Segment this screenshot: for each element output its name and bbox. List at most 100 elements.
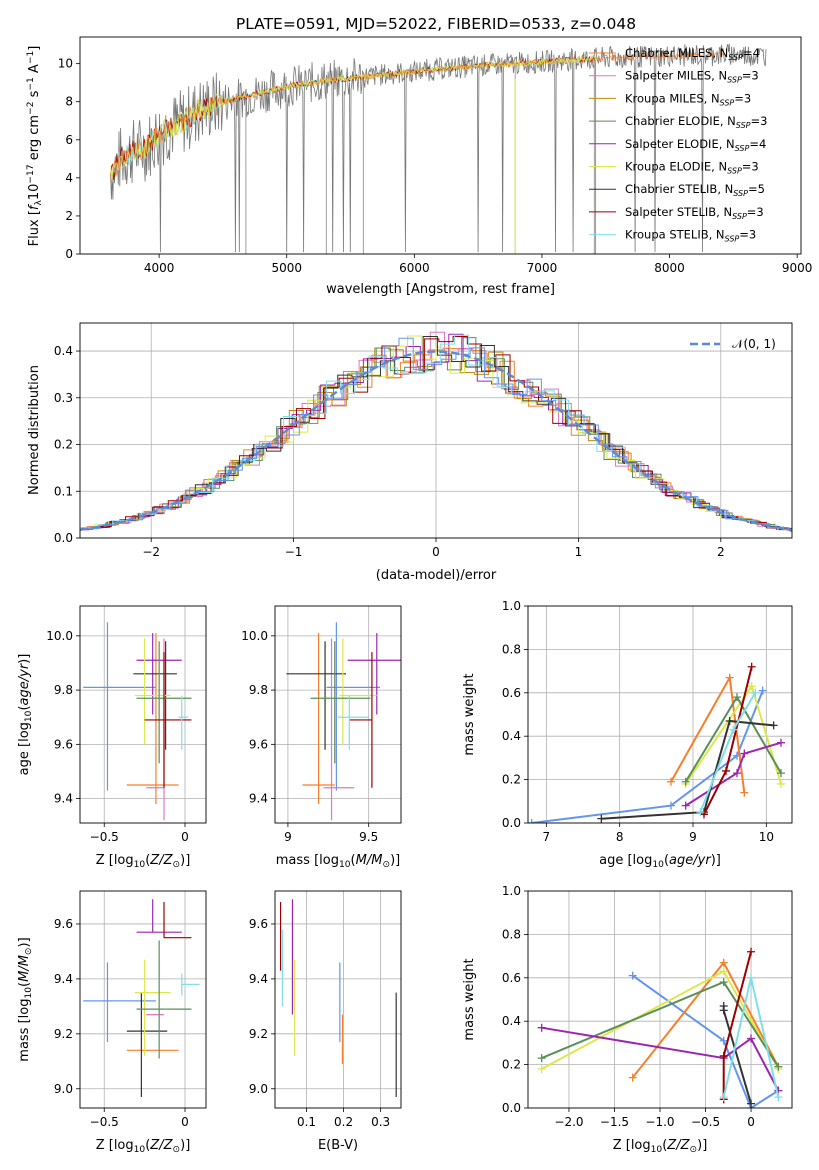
y-tick-label: 9.4 [54, 972, 73, 986]
y-tick-label: 0.6 [502, 971, 521, 985]
x-tick-label: 7000 [527, 261, 558, 275]
x-tick-label: −0.5 [90, 830, 119, 844]
axes-spectrum: 4000 5000 6000 7000 8000 9000 0 2 4 6 8 10 Chabrier … [26, 36, 812, 297]
x-tick-label: 2 [717, 545, 725, 559]
data-point-marker [740, 749, 749, 758]
y-tick-label: 9.6 [249, 917, 268, 931]
y-tick-label: 0.6 [502, 686, 521, 700]
x-tick-label: −0.5 [691, 1115, 720, 1129]
data-point-marker [719, 958, 728, 967]
legend-label: Chabrier MILES, NSSP=4 [625, 46, 760, 62]
y-tick-label: 10.0 [241, 629, 268, 643]
x-tick-label: 9 [689, 830, 697, 844]
data-point-marker [733, 693, 741, 702]
data-point-marker [747, 1099, 756, 1108]
y-tick-label: 9.8 [54, 683, 73, 697]
data-point-marker [774, 1093, 783, 1102]
x-tick-label: 0.2 [334, 1115, 353, 1129]
x-tick-label: −2 [142, 545, 160, 559]
data-point-marker [528, 819, 536, 823]
data-point-marker [777, 779, 785, 788]
y-tick-label: 9.4 [54, 792, 73, 806]
data-point-marker [769, 721, 778, 730]
axes-frame [79, 36, 802, 255]
axes-age_vs_mass: 9 9.5 9.4 9.6 9.8 10.0 mass [log10(M/M⊙)] [241, 605, 402, 870]
y-axis-label: mass weight [462, 673, 477, 755]
axes-mass_vs_ebv: 0.1 0.2 0.3 9.0 9.2 9.4 9.6 E(B-V) [249, 890, 402, 1153]
data-point-marker [628, 971, 637, 980]
x-axis-label: age [log10(age/yr)] [599, 853, 721, 870]
plot-spectrum [110, 43, 767, 254]
model-line [110, 55, 596, 180]
data-point-marker [719, 978, 728, 987]
y-tick-label: 1.0 [502, 599, 521, 613]
figure-title: PLATE=0591, MJD=52022, FIBERID=0533, z=0… [236, 15, 636, 33]
x-tick-label: −1.0 [645, 1115, 674, 1129]
data-point-marker [537, 1064, 546, 1073]
x-tick-label: −0.5 [90, 1115, 119, 1129]
y-tick-label: 10.0 [46, 629, 73, 643]
x-tick-label: −1.5 [600, 1115, 629, 1129]
legend-label: Chabrier ELODIE, NSSP=3 [625, 114, 767, 130]
y-tick-label: 2 [65, 209, 73, 223]
y-tick-label: 0.4 [502, 729, 521, 743]
plot-mass_weight_vs_Z [528, 891, 792, 1108]
plot-area: 4000 5000 6000 7000 8000 90000246810Chabrier … [17, 36, 812, 1155]
y-tick-label: 0.2 [54, 438, 73, 452]
legend-label: Kroupa ELODIE, NSSP=3 [625, 160, 759, 176]
x-axis-label: Z [log10(Z/Z⊙)] [613, 1138, 708, 1155]
axes-frame [79, 605, 207, 824]
axes-mass_vs_Z: −0.5 0 9.0 9.2 9.4 9.6 Z [log10(Z/Z⊙)] mass [lo… [17, 890, 207, 1155]
plot-mass_vs_ebv [275, 891, 401, 1108]
spectrum-legend: Chabrier MILES, NSSP=4 Salpeter MILES, NS… [589, 46, 767, 244]
y-tick-label: 4 [65, 171, 73, 185]
data-point-marker [747, 682, 756, 691]
data-point-marker [719, 967, 728, 976]
x-tick-label: 4000 [144, 261, 175, 275]
x-tick-label: 0 [181, 830, 189, 844]
data-point-marker [758, 686, 767, 695]
plot-mass_vs_Z [80, 891, 206, 1108]
x-tick-label: 8000 [654, 261, 685, 275]
data-point-marker [725, 673, 734, 682]
data-point-marker [719, 1093, 728, 1102]
legend-label: Salpeter MILES, NSSP=3 [625, 69, 759, 85]
x-axis-label: wavelength [Angstrom, rest frame] [326, 282, 555, 297]
axes-frame [274, 890, 402, 1109]
model-line [110, 51, 724, 183]
data-point-marker [725, 717, 734, 726]
x-axis-label: Z [log10(Z/Z⊙)] [96, 853, 191, 870]
y-tick-label: 9.2 [54, 1027, 73, 1041]
axes-frame [274, 605, 402, 824]
axes-mass_weight_vs_Z: −2.0 −1.5 −1.0 −0.5 0 0.0 0.2 0.4 0.6 0.8 1.0 Z [lo… [462, 884, 793, 1155]
x-tick-label: 0.3 [371, 1115, 390, 1129]
data-point-marker [747, 1034, 756, 1043]
data-point-marker [777, 738, 785, 747]
data-point-marker [740, 788, 749, 797]
x-tick-label: 0 [747, 1115, 755, 1129]
y-tick-label: 8 [65, 95, 73, 109]
axes-age_vs_Z: −0.5 0 9.4 9.6 9.8 10.0 Z [log10(Z/Z⊙)] age [lo… [17, 605, 207, 870]
data-point-marker [667, 801, 675, 810]
x-tick-label: −2.0 [554, 1115, 583, 1129]
y-axis-label: mass weight [462, 958, 477, 1040]
axes-frame [527, 890, 793, 1109]
data-point-marker [628, 1073, 637, 1082]
data-point-marker [719, 1036, 728, 1045]
legend-label: Kroupa STELIB, NSSP=3 [625, 228, 756, 244]
x-tick-label: 5000 [271, 261, 302, 275]
data-point-marker [719, 1006, 728, 1015]
x-tick-label: 1 [575, 545, 583, 559]
y-tick-label: 9.6 [249, 737, 268, 751]
plot-mass_weight_vs_age [528, 606, 792, 823]
data-point-marker [747, 662, 756, 671]
y-axis-label: mass [log10(M/M⊙)] [17, 937, 34, 1061]
x-axis-label: Z [log10(Z/Z⊙)] [96, 1138, 191, 1155]
y-tick-label: 0.3 [54, 391, 73, 405]
y-tick-label: 0.4 [54, 344, 73, 358]
y-tick-label: 9.0 [249, 1082, 268, 1096]
normal-curve [80, 350, 792, 531]
y-tick-label: 0.0 [502, 1101, 521, 1115]
plot-residuals [80, 323, 792, 538]
